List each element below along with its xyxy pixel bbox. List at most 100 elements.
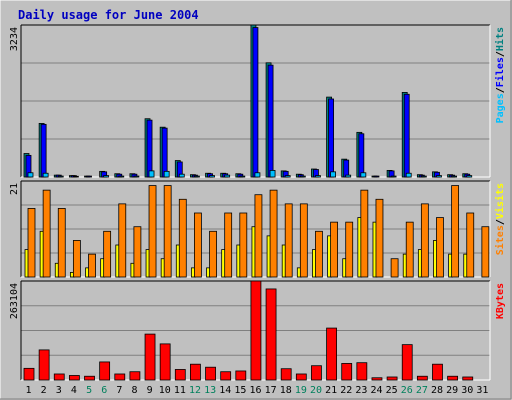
- bar-pages: [224, 174, 231, 178]
- bar-pages: [178, 173, 185, 178]
- bar-files: [252, 27, 259, 178]
- bar-kbytes: [416, 375, 428, 381]
- x-tick-label: 1: [26, 385, 32, 396]
- bar-pages: [163, 170, 170, 178]
- legend-slash: /: [495, 87, 506, 93]
- x-tick-label: 28: [431, 385, 443, 396]
- bar-sites: [148, 185, 157, 278]
- legend-sites: Sites: [494, 225, 506, 255]
- legend-visits: Visits: [494, 183, 506, 219]
- bar-pages: [148, 170, 155, 178]
- bar-sites: [436, 217, 444, 278]
- bar-files: [373, 175, 380, 178]
- x-tick-label: 20: [310, 385, 322, 396]
- bar-kbytes: [220, 371, 232, 381]
- bar-pages: [254, 172, 261, 178]
- x-tick-label: 30: [461, 385, 473, 396]
- x-tick-label: 18: [280, 385, 292, 396]
- bar-sites: [269, 189, 278, 278]
- bar-sites: [27, 208, 36, 278]
- bar-sites: [133, 226, 142, 278]
- bar-sites: [390, 258, 399, 278]
- legend-files: Files: [494, 57, 506, 87]
- x-tick-label: 6: [101, 385, 107, 396]
- bar-kbytes: [356, 362, 368, 381]
- bar-pages: [269, 170, 276, 178]
- y-max-label-1: 3234: [9, 27, 20, 51]
- x-tick-label: 22: [340, 385, 352, 396]
- bar-sites: [194, 212, 202, 278]
- bar-kbytes: [114, 373, 126, 381]
- bar-pages: [451, 175, 458, 178]
- x-tick-label: 2: [41, 385, 47, 396]
- x-tick-label: 31: [476, 385, 488, 396]
- bar-sites: [466, 212, 475, 278]
- bar-kbytes: [235, 370, 247, 381]
- bar-sites: [239, 212, 248, 278]
- bar-pages: [466, 175, 473, 178]
- legend-hits: Hits: [494, 27, 506, 51]
- bar-kbytes: [38, 349, 50, 381]
- bar-kbytes: [295, 373, 307, 381]
- bar-pages: [436, 175, 442, 178]
- bar-sites: [299, 203, 308, 278]
- x-tick-label: 17: [265, 385, 277, 396]
- bar-sites: [345, 221, 354, 278]
- bar-kbytes: [386, 376, 398, 381]
- x-tick-label: 21: [325, 385, 337, 396]
- bar-sites: [178, 198, 187, 278]
- bar-files: [86, 175, 92, 178]
- x-tick-label: 7: [116, 385, 122, 396]
- bar-sites: [209, 230, 217, 278]
- bar-kbytes: [432, 363, 443, 381]
- bar-pages: [118, 175, 125, 178]
- bar-pages: [194, 175, 200, 178]
- bar-kbytes: [84, 375, 95, 381]
- bar-files: [343, 159, 350, 178]
- bar-sites: [88, 253, 96, 278]
- legend-kbytes: KBytes: [495, 283, 506, 319]
- bar-files: [161, 127, 168, 178]
- bar-sites: [254, 194, 263, 278]
- side-legend-3: KBytes: [495, 283, 506, 319]
- bar-kbytes: [190, 363, 201, 381]
- bar-kbytes: [99, 361, 111, 381]
- bar-pages: [390, 175, 397, 178]
- y-max-label-3: 263104: [9, 283, 20, 319]
- bar-kbytes: [250, 280, 262, 381]
- bar-kbytes: [371, 377, 383, 381]
- bar-files: [403, 93, 410, 178]
- x-tick-label: 15: [234, 385, 246, 396]
- bar-pages: [284, 175, 291, 178]
- x-tick-label: 27: [416, 385, 428, 396]
- x-tick-label: 4: [71, 385, 77, 396]
- legend-slash: /: [495, 51, 506, 57]
- bar-sites: [481, 226, 490, 278]
- legend-slash: /: [495, 219, 506, 225]
- bar-pages: [315, 175, 321, 178]
- bar-kbytes: [265, 288, 277, 381]
- bar-kbytes: [53, 373, 65, 381]
- x-tick-label: 12: [189, 385, 201, 396]
- bar-sites: [57, 208, 66, 278]
- bar-sites: [405, 221, 414, 278]
- x-tick-label: 29: [446, 385, 458, 396]
- y-max-label-2: 21: [9, 183, 20, 195]
- chart-title: Daily usage for June 2004: [18, 8, 199, 22]
- x-tick-label: 3: [56, 385, 62, 396]
- bar-kbytes: [326, 327, 337, 381]
- bar-pages: [405, 172, 412, 178]
- x-tick-label: 9: [147, 385, 153, 396]
- x-tick-label: 11: [174, 385, 186, 396]
- bar-pages: [27, 172, 34, 178]
- bar-kbytes: [129, 371, 141, 381]
- x-tick-label: 8: [131, 385, 137, 396]
- bar-sites: [103, 230, 112, 278]
- x-tick-label: 10: [159, 385, 171, 396]
- bar-kbytes: [280, 368, 292, 381]
- bar-sites: [375, 198, 384, 278]
- bar-files: [328, 98, 334, 178]
- side-legend-2: Sites/Visits: [494, 183, 506, 255]
- bar-pages: [42, 172, 49, 178]
- bar-pages: [209, 175, 215, 178]
